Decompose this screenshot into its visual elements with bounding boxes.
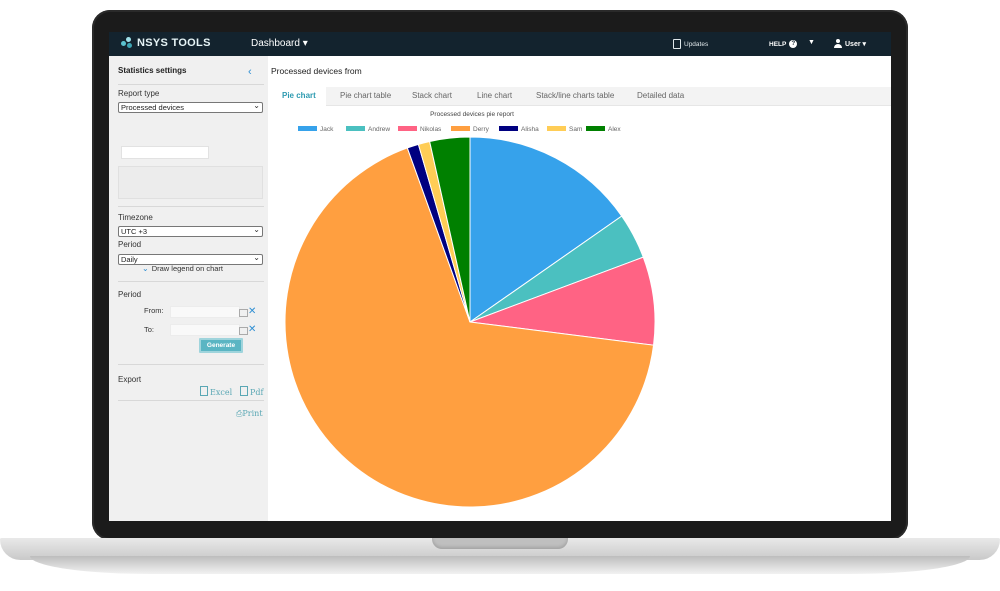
legend-swatch-alex[interactable] [586,126,605,131]
app-screen: NSYS TOOLS Dashboard ▾ Updates HELP ? ▼ … [109,32,891,521]
print-link[interactable]: ⎙Print [236,409,263,419]
updates-link[interactable]: Updates [673,39,708,49]
export-pdf-link[interactable]: Pdf [240,386,263,397]
help-label: HELP [769,40,787,48]
question-icon: ? [789,40,798,48]
top-navbar: NSYS TOOLS Dashboard ▾ Updates HELP ? ▼ … [109,32,891,56]
tab-stack-chart[interactable]: Stack chart [412,91,453,100]
to-label: To: [144,325,155,334]
legend-label-alisha[interactable]: Alisha [521,126,539,133]
legend-label-derry[interactable]: Derry [473,126,490,133]
legend-label-nikolas[interactable]: Nikolas [420,126,442,133]
period-section-label: Period [118,290,142,299]
export-label: Export [118,375,142,384]
excel-label: Excel [210,388,233,397]
tab-line-chart[interactable]: Line chart [477,91,513,100]
legend-label-alex[interactable]: Alex [608,126,621,133]
export-excel-link[interactable]: Excel [200,386,232,397]
user-menu[interactable]: User ▾ [833,39,866,48]
help-link[interactable]: HELP ? [769,40,798,48]
pie-slice-jack[interactable] [469,136,623,323]
tab-stack-line-table[interactable]: Stack/line charts table [536,91,615,100]
updates-label: Updates [684,40,709,48]
chart-tabs: Pie chart Pie chart table Stack chart Li… [268,87,891,106]
divider [118,364,264,365]
timezone-label: Timezone [118,213,153,222]
tab-pie-chart-table[interactable]: Pie chart table [340,91,392,100]
user-label: User ▾ [845,40,867,48]
sidebar-title: Statistics settings [118,66,187,75]
print-label: Print [242,409,263,418]
period-label: Period [118,240,142,249]
to-date-input[interactable] [170,324,240,336]
calendar-icon[interactable] [239,309,248,317]
chart-legend: Jack Andrew Nikolas Derry Alisha Sam Alex [298,126,621,133]
laptop-base-edge [30,556,970,574]
clear-icon[interactable]: ✕ [248,324,257,335]
from-date-input[interactable] [170,306,240,318]
pie-chart: Processed devices pie report Jack Andrew N… [284,111,656,508]
pdf-file-icon [240,386,248,396]
from-label: From: [144,306,164,315]
dashboard-menu[interactable]: Dashboard ▾ [251,38,308,49]
report-notes-textarea[interactable] [118,166,263,199]
user-icon [833,39,842,48]
legend-label-sam[interactable]: Sam [569,126,582,133]
chart-area: Processed devices pie report Jack Andrew N… [268,106,891,521]
period-select[interactable]: Daily [118,253,263,265]
printer-icon: ⎙ [236,409,243,418]
draw-legend-toggle[interactable]: ⌄ Draw legend on chart [142,264,223,273]
divider [118,281,264,282]
divider [118,400,264,401]
chevron-down-icon: ⌄ [142,264,149,273]
brand-logo[interactable]: NSYS TOOLS [121,37,211,49]
pie-slice-alex[interactable] [429,136,471,323]
document-icon [673,39,681,49]
laptop-base [0,538,1000,560]
clear-icon[interactable]: ✕ [248,306,257,317]
chart-title: Processed devices pie report [430,111,514,118]
collapse-chevron-icon[interactable]: ‹ [248,66,252,78]
pie-slices [284,136,656,508]
tab-detailed-data[interactable]: Detailed data [637,91,685,100]
brand-name: NSYS TOOLS [137,37,211,49]
laptop-notch [432,538,568,549]
legend-swatch-alisha[interactable] [499,126,518,131]
statistics-sidebar: Statistics settings ‹ Report type Proces… [109,56,268,521]
calendar-icon[interactable] [239,327,248,335]
legend-label-jack[interactable]: Jack [320,126,334,133]
legend-label-andrew[interactable]: Andrew [368,126,390,133]
report-filter-input[interactable] [121,146,209,159]
divider [118,84,264,85]
report-type-select[interactable]: Processed devices [118,101,263,113]
legend-swatch-nikolas[interactable] [398,126,417,131]
nav-dropdown-caret[interactable]: ▼ [808,39,815,46]
draw-legend-label: Draw legend on chart [151,264,223,273]
tab-pie-chart[interactable]: Pie chart [282,91,316,100]
report-type-label: Report type [118,89,160,98]
pie-slice-derry[interactable] [284,147,655,508]
legend-swatch-jack[interactable] [298,126,317,131]
active-tab-background [268,87,326,106]
divider [118,206,264,207]
logo-icon [121,37,133,49]
pdf-label: Pdf [250,388,264,397]
legend-swatch-andrew[interactable] [346,126,365,131]
legend-swatch-derry[interactable] [451,126,470,131]
page-title: Processed devices from [271,66,362,76]
timezone-select[interactable]: UTC +3 [118,225,263,237]
legend-swatch-sam[interactable] [547,126,566,131]
generate-button[interactable]: Generate [199,338,243,353]
excel-file-icon [200,386,208,396]
